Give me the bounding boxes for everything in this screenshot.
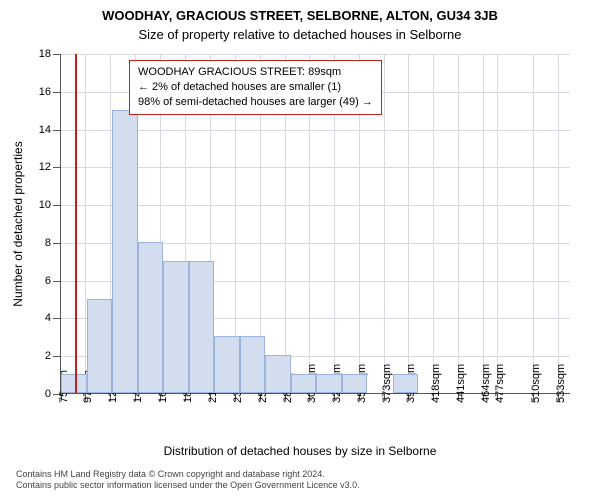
y-axis-title: Number of detached properties [11, 141, 25, 306]
histogram-bar [189, 261, 215, 393]
gridline-vertical [497, 54, 498, 393]
histogram-bar [138, 242, 164, 393]
y-tick-label: 16 [39, 86, 61, 98]
attribution-line-1: Contains HM Land Registry data © Crown c… [16, 469, 360, 481]
x-axis-title: Distribution of detached houses by size … [0, 444, 600, 458]
y-tick-label: 18 [39, 48, 61, 60]
x-tick-label: 477sqm [494, 364, 506, 403]
histogram-bar [214, 336, 240, 393]
histogram-bar [393, 374, 419, 393]
x-tick-label: 441sqm [455, 364, 467, 403]
info-box-line-2: ← 2% of detached houses are smaller (1) [138, 80, 373, 95]
x-tick-label: 418sqm [430, 364, 442, 403]
gridline-vertical [433, 54, 434, 393]
y-tick-label: 6 [45, 275, 61, 287]
histogram-bar [342, 374, 368, 393]
info-box-line-1: WOODHAY GRACIOUS STREET: 89sqm [138, 65, 373, 80]
y-tick-label: 8 [45, 237, 61, 249]
x-tick-label: 510sqm [530, 364, 542, 403]
y-tick-label: 12 [39, 161, 61, 173]
histogram-bar [87, 299, 113, 393]
y-tick-label: 4 [45, 312, 61, 324]
histogram-bar [112, 110, 138, 393]
histogram-bar [61, 374, 87, 393]
chart-title-address: WOODHAY, GRACIOUS STREET, SELBORNE, ALTO… [0, 0, 600, 23]
gridline-vertical [408, 54, 409, 393]
x-tick-label: 533sqm [555, 364, 567, 403]
gridline-vertical [533, 54, 534, 393]
histogram-bar [265, 355, 291, 393]
y-tick-label: 10 [39, 199, 61, 211]
gridline-vertical [483, 54, 484, 393]
reference-info-box: WOODHAY GRACIOUS STREET: 89sqm ← 2% of d… [129, 60, 382, 115]
attribution-line-2: Contains public sector information licen… [16, 480, 360, 492]
gridline-vertical [558, 54, 559, 393]
histogram-bar [240, 336, 266, 393]
gridline-vertical [384, 54, 385, 393]
attribution-text: Contains HM Land Registry data © Crown c… [16, 469, 360, 492]
gridline-horizontal [61, 54, 570, 55]
histogram-chart: 02468101214161875sqm97sqm120sqm143sqm166… [60, 54, 570, 394]
y-tick-label: 14 [39, 124, 61, 136]
chart-title-description: Size of property relative to detached ho… [0, 23, 600, 42]
y-tick-label: 2 [45, 350, 61, 362]
reference-line [75, 54, 77, 393]
histogram-bar [163, 261, 189, 393]
gridline-vertical [458, 54, 459, 393]
info-box-line-3: 98% of semi-detached houses are larger (… [138, 95, 373, 110]
histogram-bar [291, 374, 317, 393]
x-tick-label: 464sqm [480, 364, 492, 403]
histogram-bar [316, 374, 342, 393]
